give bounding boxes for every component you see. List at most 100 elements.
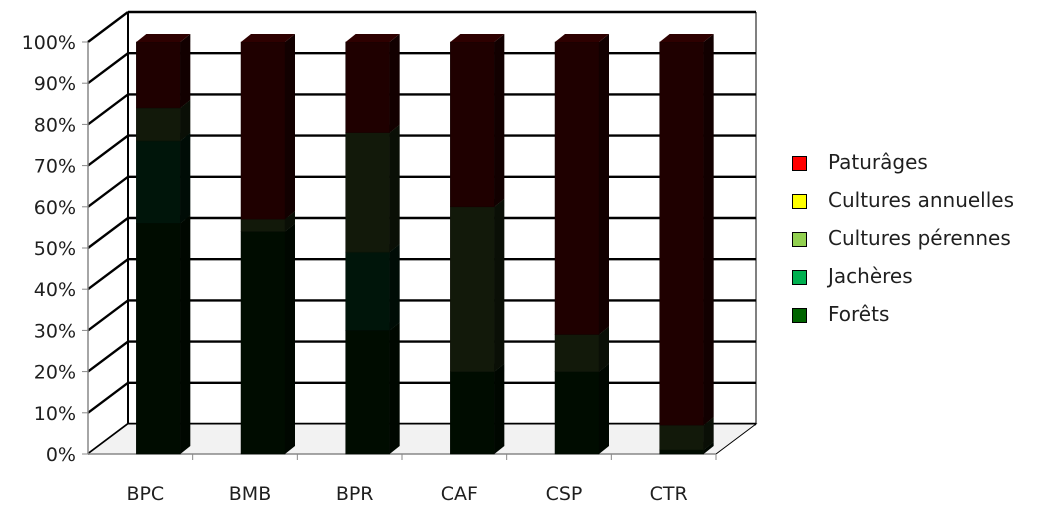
bar-face — [345, 330, 390, 455]
bar-face — [345, 251, 390, 331]
bar-segment — [136, 132, 191, 224]
gridline-side — [87, 381, 129, 414]
legend-swatch-forets — [792, 308, 807, 323]
gridline-side — [87, 134, 129, 167]
bar-side — [494, 363, 505, 454]
bar-segment — [554, 34, 609, 335]
bar-segment — [659, 34, 714, 426]
bar-side — [180, 99, 191, 141]
y-tick-label: 10% — [34, 403, 76, 425]
bar-segment — [240, 223, 295, 455]
bar-side — [389, 322, 400, 454]
bar-side — [180, 215, 191, 454]
bar-face — [136, 41, 181, 109]
x-tick-label: BPR — [336, 483, 374, 505]
x-tick-labels: BPC BMB BPR CAF CSP CTR — [126, 454, 717, 505]
bar-side — [703, 34, 714, 426]
gridline-side — [87, 299, 129, 332]
bar-segment — [345, 34, 400, 133]
gridline-side — [87, 175, 129, 208]
y-tick-label: 0% — [46, 444, 76, 466]
bar-segment — [136, 215, 191, 455]
bar-face — [136, 223, 181, 455]
bar-side — [494, 198, 505, 372]
bar-top — [136, 34, 191, 42]
y-tick-label: 90% — [34, 73, 76, 95]
bar-side — [494, 34, 505, 207]
gridline-side — [87, 52, 129, 85]
bar-side — [389, 244, 400, 331]
bar-face — [136, 107, 181, 142]
bar-segment — [554, 363, 609, 455]
bar-side — [599, 34, 609, 335]
gridline-side — [87, 340, 129, 373]
bar-segment — [240, 34, 295, 220]
bar-face — [554, 41, 600, 335]
bar-face — [136, 140, 181, 224]
bar-top — [450, 34, 505, 42]
bar-face — [450, 371, 495, 455]
bar-top — [659, 34, 714, 42]
legend-label-cultures-annuelles: Cultures annuelles — [828, 188, 1015, 212]
bar-face — [450, 41, 495, 208]
x-tick-label: BPC — [126, 483, 164, 505]
bar-side — [703, 441, 714, 454]
legend-label-jacheres: Jachères — [828, 264, 913, 288]
legend-swatch-cultures-perennes — [792, 232, 807, 247]
y-tick-label: 30% — [34, 320, 76, 342]
bar-face — [240, 218, 286, 232]
bar-side — [389, 34, 400, 133]
bar-face — [554, 334, 600, 372]
legend-label-cultures-perennes: Cultures pérennes — [828, 226, 1011, 250]
bar-side — [285, 211, 295, 232]
bar-top — [555, 34, 609, 42]
y-tick-labels: 0% 10% 20% 30% 40% 50% 60% 70% 80% 90% 100% — [22, 32, 88, 466]
bar-face — [659, 41, 704, 426]
bar-face — [240, 231, 286, 455]
legend-swatch-jacheres — [792, 270, 807, 285]
gridline-side — [87, 11, 129, 43]
bar-segment — [345, 124, 400, 253]
bar-top — [241, 34, 295, 42]
bar-face — [345, 41, 390, 133]
bar-segment — [450, 34, 505, 208]
y-tick-label: 60% — [34, 197, 76, 219]
gridline-side — [87, 93, 129, 126]
bar-face — [659, 449, 704, 455]
y-tick-label: 100% — [22, 32, 76, 54]
bar-face — [450, 206, 495, 372]
bar-face — [240, 41, 286, 220]
bar-side — [285, 223, 295, 454]
y-tick-label: 50% — [34, 238, 76, 260]
bar-segment — [450, 198, 505, 372]
y-tick-label: 20% — [34, 362, 76, 384]
gridline-side — [87, 258, 129, 291]
bar-segment — [345, 322, 400, 455]
gridline-side — [87, 217, 129, 249]
bar-segment — [450, 363, 505, 455]
bar-top — [345, 34, 400, 42]
bar-segment — [345, 244, 400, 331]
bar-side — [599, 326, 609, 372]
x-tick-label: CAF — [441, 483, 478, 505]
y-tick-label: 70% — [34, 156, 76, 178]
bar-face — [659, 424, 704, 451]
bar-side — [180, 132, 191, 224]
bar-face — [554, 371, 600, 455]
legend-label-paturages: Paturâges — [828, 150, 928, 174]
bar-side — [599, 363, 609, 454]
bar-face — [345, 132, 390, 253]
legend-label-forets: Forêts — [828, 302, 890, 326]
x-tick-label: BMB — [229, 483, 271, 505]
bar-side — [285, 34, 295, 220]
x-tick-label: CSP — [546, 483, 583, 505]
bar-segment — [136, 34, 191, 109]
bar-side — [389, 124, 400, 253]
y-tick-label: 80% — [34, 114, 76, 136]
bar-side — [180, 34, 191, 108]
bar-side — [703, 417, 714, 450]
y-tick-label: 40% — [34, 279, 76, 301]
legend-swatch-cultures-annuelles — [792, 194, 807, 209]
legend-swatch-paturages — [792, 156, 807, 171]
